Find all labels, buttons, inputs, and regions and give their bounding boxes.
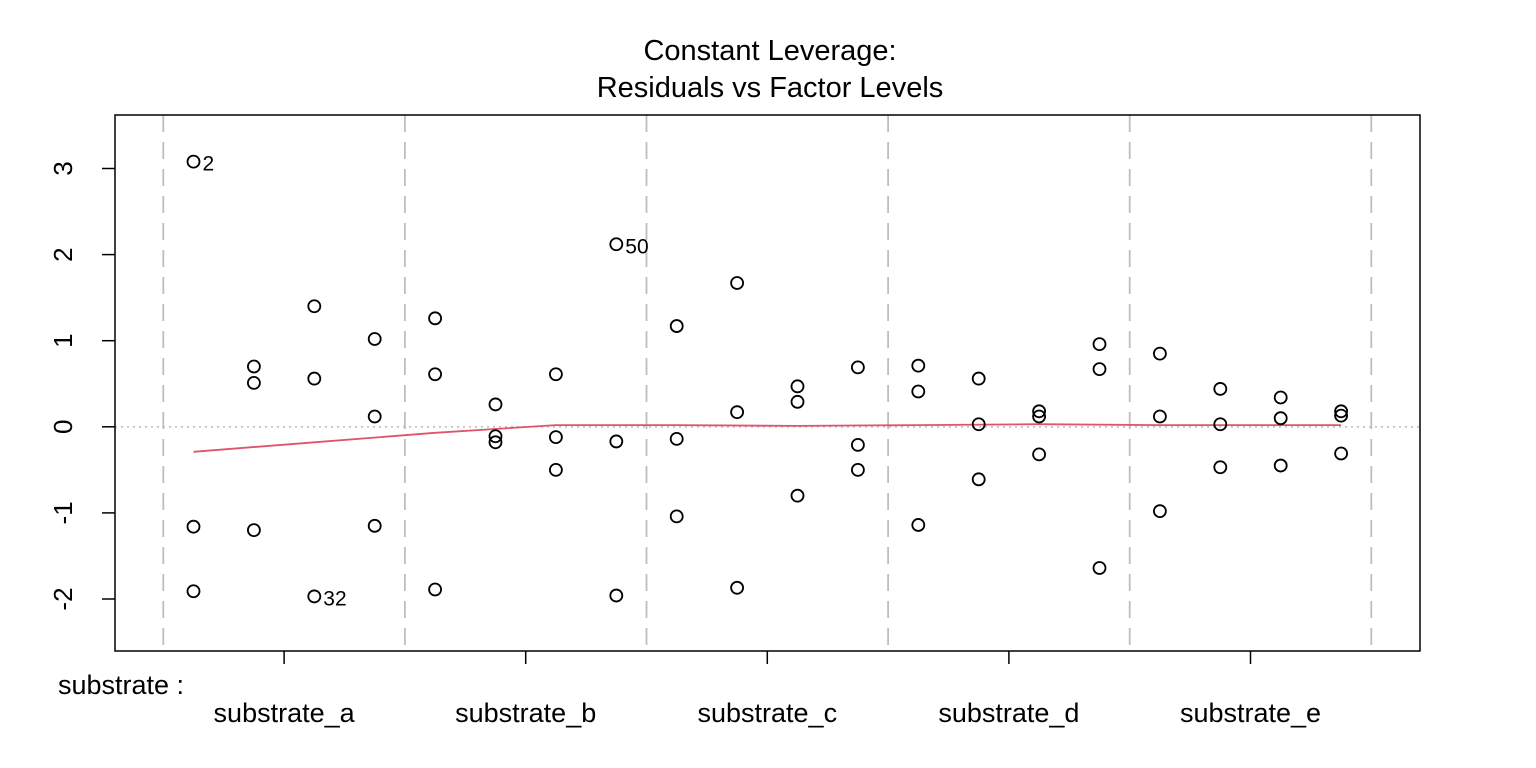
data-point bbox=[1213, 460, 1228, 475]
data-point bbox=[186, 154, 201, 169]
data-point bbox=[609, 434, 624, 449]
x-category-label: substrate_a bbox=[214, 698, 356, 728]
smooth-line bbox=[193, 423, 1342, 453]
data-point bbox=[730, 405, 744, 420]
data-point bbox=[367, 518, 382, 533]
data-point bbox=[186, 584, 201, 599]
data-point bbox=[1273, 411, 1288, 426]
y-tick-label: 1 bbox=[48, 333, 78, 347]
data-point bbox=[428, 367, 443, 382]
data-point bbox=[971, 472, 986, 487]
data-point bbox=[669, 319, 684, 333]
data-point bbox=[428, 311, 443, 326]
y-tick-label: 0 bbox=[48, 420, 78, 434]
point-label: 50 bbox=[625, 235, 648, 258]
factor-label: substrate : bbox=[58, 670, 184, 700]
x-category-label: substrate_e bbox=[1180, 698, 1321, 728]
data-point bbox=[1334, 408, 1348, 423]
data-point bbox=[851, 462, 865, 477]
data-point bbox=[488, 429, 503, 444]
data-point bbox=[790, 488, 805, 503]
x-category-label: substrate_d bbox=[938, 698, 1079, 728]
data-point bbox=[1092, 362, 1107, 377]
y-tick-label: 3 bbox=[48, 161, 78, 175]
data-point bbox=[851, 360, 865, 375]
data-point bbox=[488, 435, 503, 450]
data-point bbox=[307, 589, 322, 604]
point-label: 2 bbox=[203, 153, 215, 176]
data-point bbox=[669, 509, 684, 524]
data-point bbox=[851, 437, 865, 452]
data-point bbox=[549, 462, 563, 477]
x-axis: substrate_a substrate_b substrate_c substra… bbox=[214, 651, 1321, 728]
data-point bbox=[669, 431, 684, 446]
y-tick-label: -1 bbox=[48, 501, 78, 524]
data-point bbox=[1334, 404, 1348, 419]
y-tick-label: -2 bbox=[48, 587, 78, 610]
data-point bbox=[1213, 382, 1228, 396]
data-point bbox=[911, 518, 926, 532]
smooth-line-layer bbox=[193, 423, 1342, 453]
data-point bbox=[246, 375, 261, 390]
data-point bbox=[488, 397, 503, 412]
data-point bbox=[549, 367, 563, 382]
data-point bbox=[911, 358, 926, 373]
data-point bbox=[1032, 447, 1046, 462]
data-point bbox=[1273, 458, 1288, 473]
data-point bbox=[730, 580, 744, 595]
data-point bbox=[1032, 409, 1046, 424]
data-point bbox=[1032, 404, 1046, 419]
data-point bbox=[1153, 504, 1167, 519]
data-point bbox=[790, 394, 805, 409]
x-category-label: substrate_b bbox=[455, 698, 596, 728]
data-point bbox=[1213, 417, 1228, 432]
points-layer bbox=[186, 154, 1348, 604]
data-point bbox=[790, 379, 805, 394]
y-axis: -2 -1 0 1 2 3 bbox=[48, 161, 115, 611]
data-point bbox=[549, 430, 563, 445]
point-label: 32 bbox=[323, 587, 346, 610]
data-point bbox=[1273, 390, 1288, 405]
data-point bbox=[307, 371, 322, 386]
data-point bbox=[428, 582, 443, 597]
data-point bbox=[1092, 337, 1107, 352]
point-labels-layer: 2 32 50 bbox=[203, 153, 649, 611]
data-point bbox=[1334, 446, 1348, 461]
data-point bbox=[246, 359, 261, 374]
data-point bbox=[971, 371, 986, 386]
chart-subtitle: Residuals vs Factor Levels bbox=[597, 72, 944, 104]
data-point bbox=[609, 237, 624, 252]
data-point bbox=[186, 519, 201, 534]
group-separators bbox=[162, 115, 1373, 651]
x-category-label: substrate_c bbox=[698, 698, 838, 728]
data-point bbox=[730, 276, 744, 290]
data-point bbox=[971, 417, 986, 432]
data-point bbox=[911, 384, 926, 399]
data-point bbox=[367, 332, 382, 346]
data-point bbox=[367, 409, 382, 424]
data-point bbox=[1092, 561, 1107, 575]
data-point bbox=[307, 299, 322, 314]
y-tick-label: 2 bbox=[48, 247, 78, 261]
data-point bbox=[1153, 409, 1167, 424]
data-point bbox=[609, 588, 624, 603]
data-point bbox=[1153, 346, 1167, 361]
chart-title: Constant Leverage: bbox=[643, 35, 896, 67]
data-point bbox=[246, 523, 261, 538]
